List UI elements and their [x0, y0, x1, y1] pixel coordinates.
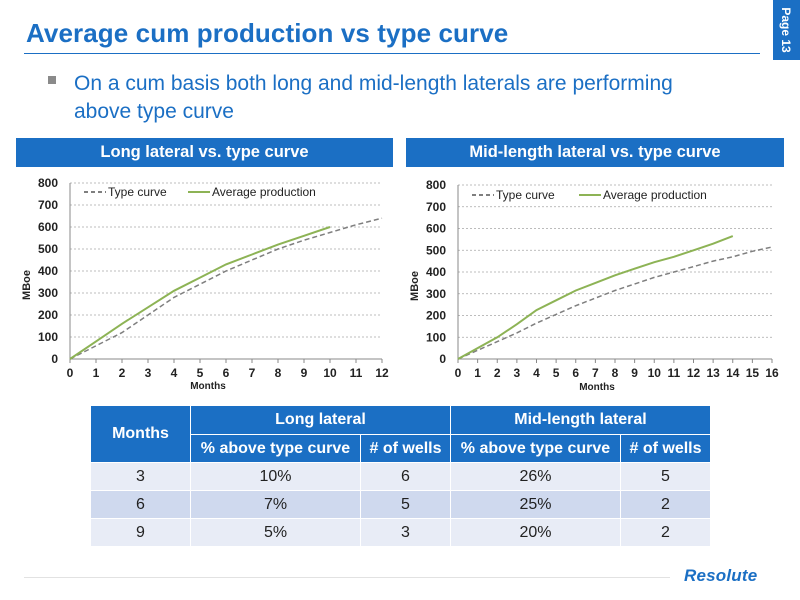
group-header-mid: Mid-length lateral: [449, 405, 712, 435]
x-tick-label: 11: [350, 366, 363, 380]
x-tick-label: 15: [746, 366, 760, 380]
y-tick-label: 0: [439, 352, 446, 366]
cell-months: 6: [90, 490, 191, 519]
y-tick-label: 700: [38, 198, 58, 212]
legend-label: Type curve: [496, 188, 555, 202]
y-axis-label: MBoe: [21, 270, 33, 300]
legend-label: Average production: [212, 185, 316, 199]
subheader-mid-wells: # of wells: [619, 434, 712, 463]
y-tick-label: 800: [38, 176, 58, 190]
footer-divider: [24, 577, 670, 578]
chart-banner-long: Long lateral vs. type curve: [16, 138, 393, 167]
series-line-type-curve: [457, 246, 773, 360]
x-tick-label: 11: [668, 366, 681, 380]
y-tick-label: 200: [38, 308, 58, 322]
resolute-logo: Resolute: [684, 566, 758, 585]
y-tick-label: 500: [38, 242, 58, 256]
y-tick-label: 200: [426, 309, 446, 323]
cell-long-pct: 5%: [190, 518, 361, 547]
cell-long-pct: 7%: [190, 490, 361, 519]
table-row: 6 7% 5 25% 2: [90, 490, 712, 519]
months-header: Months: [90, 405, 191, 463]
series-line-type-curve: [69, 217, 383, 360]
cell-long-wells: 5: [360, 490, 451, 519]
group-header-long: Long lateral: [190, 405, 451, 435]
series-line-average-production: [69, 226, 331, 360]
performance-table: Months Long lateral Mid-length lateral %…: [90, 405, 712, 547]
y-tick-label: 400: [426, 265, 446, 279]
cell-mid-wells: 2: [619, 518, 712, 547]
y-tick-label: 800: [426, 178, 446, 192]
x-tick-label: 4: [171, 366, 178, 380]
y-axis-label: MBoe: [409, 271, 421, 301]
x-tick-label: 9: [631, 366, 638, 380]
x-tick-label: 8: [612, 366, 619, 380]
y-tick-label: 500: [426, 243, 446, 257]
page-title: Average cum production vs type curve: [26, 18, 509, 48]
cell-mid-pct: 25%: [450, 490, 621, 519]
x-tick-label: 0: [455, 366, 462, 380]
x-tick-label: 13: [706, 366, 720, 380]
x-tick-label: 8: [275, 366, 282, 380]
y-tick-label: 600: [426, 222, 446, 236]
subheader-long-wells: # of wells: [360, 434, 451, 463]
x-tick-label: 12: [375, 366, 389, 380]
x-tick-label: 1: [474, 366, 481, 380]
y-tick-label: 700: [426, 200, 446, 214]
x-tick-label: 2: [119, 366, 126, 380]
y-tick-label: 100: [426, 330, 446, 344]
y-tick-label: 0: [51, 352, 58, 366]
y-tick-label: 300: [38, 286, 58, 300]
title-underline: [24, 53, 760, 54]
x-tick-label: 3: [514, 366, 521, 380]
x-tick-label: 12: [687, 366, 701, 380]
subheader-mid-pct: % above type curve: [450, 434, 621, 463]
page-number-tab: Page 13: [773, 0, 800, 60]
table-row: 9 5% 3 20% 2: [90, 518, 712, 547]
x-tick-label: 14: [726, 366, 740, 380]
legend-label: Type curve: [108, 185, 167, 199]
cell-long-wells: 6: [360, 462, 451, 491]
cell-mid-pct: 26%: [450, 462, 621, 491]
x-tick-label: 0: [67, 366, 74, 380]
subheader-long-pct: % above type curve: [190, 434, 361, 463]
cell-mid-wells: 5: [619, 462, 712, 491]
x-tick-label: 3: [145, 366, 152, 380]
x-tick-label: 1: [93, 366, 100, 380]
page-number: Page 13: [779, 7, 793, 53]
x-tick-label: 4: [533, 366, 540, 380]
y-tick-label: 300: [426, 287, 446, 301]
bullet-text: On a cum basis both long and mid-length …: [74, 72, 673, 123]
x-tick-label: 7: [592, 366, 599, 380]
bullet-square-icon: [48, 76, 56, 84]
x-tick-label: 10: [323, 366, 337, 380]
chart-banner-mid: Mid-length lateral vs. type curve: [406, 138, 784, 167]
x-axis-label: Months: [579, 382, 615, 393]
y-tick-label: 400: [38, 264, 58, 278]
x-tick-label: 9: [301, 366, 308, 380]
x-tick-label: 16: [765, 366, 779, 380]
x-tick-label: 5: [197, 366, 204, 380]
cell-long-pct: 10%: [190, 462, 361, 491]
x-tick-label: 6: [223, 366, 230, 380]
x-tick-label: 10: [648, 366, 662, 380]
x-tick-label: 7: [249, 366, 256, 380]
x-axis-label: Months: [190, 381, 226, 392]
table-row: 3 10% 6 26% 5: [90, 462, 712, 491]
x-tick-label: 5: [553, 366, 560, 380]
series-line-average-production: [457, 235, 734, 360]
y-tick-label: 100: [38, 330, 58, 344]
cell-mid-wells: 2: [619, 490, 712, 519]
cell-months: 9: [90, 518, 191, 547]
cell-long-wells: 3: [360, 518, 451, 547]
legend-label: Average production: [603, 188, 707, 202]
x-tick-label: 2: [494, 366, 501, 380]
x-tick-label: 6: [572, 366, 579, 380]
y-tick-label: 600: [38, 220, 58, 234]
cell-mid-pct: 20%: [450, 518, 621, 547]
cell-months: 3: [90, 462, 191, 491]
